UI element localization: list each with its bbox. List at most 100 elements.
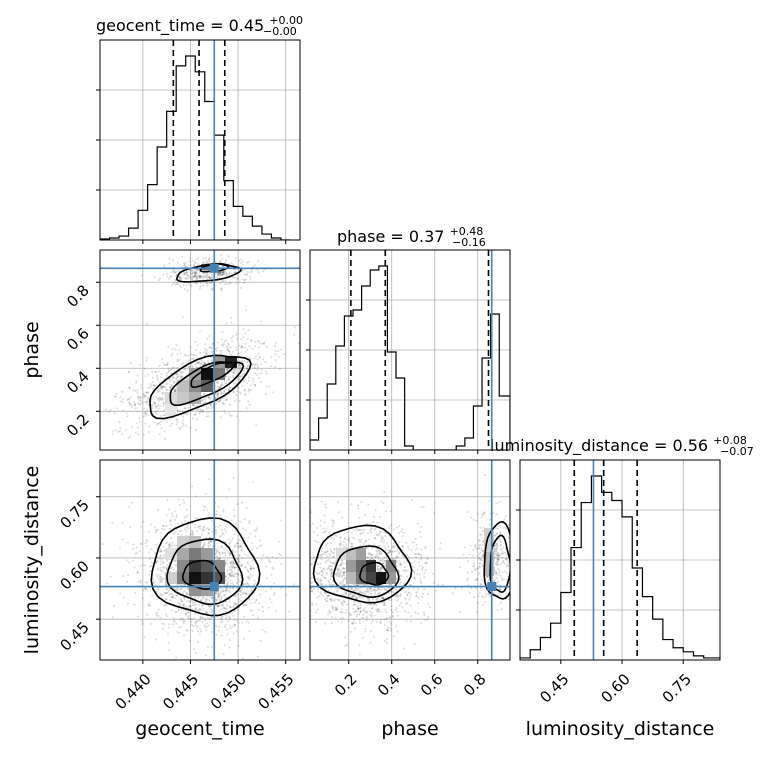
scatter-point [312, 556, 315, 559]
scatter-point [256, 655, 259, 658]
scatter-point [241, 563, 243, 566]
scatter-point [170, 384, 173, 386]
scatter-point [187, 611, 190, 614]
scatter-point [153, 421, 156, 424]
panel-frame [99, 249, 301, 451]
scatter-point [249, 357, 252, 360]
scatter-point [265, 372, 268, 375]
scatter-point [388, 551, 391, 554]
scatter-point [204, 343, 207, 346]
scatter-point [194, 341, 197, 343]
scatter-point [233, 533, 236, 535]
scatter-point [329, 569, 332, 572]
scatter-point [235, 566, 238, 569]
scatter-point [400, 575, 403, 578]
scatter-point [414, 548, 417, 551]
scatter-point [135, 381, 138, 384]
scatter-point [227, 347, 230, 350]
scatter-point [180, 277, 183, 280]
scatter-point [247, 376, 250, 379]
scatter-point [171, 596, 174, 599]
scatter-point [477, 547, 480, 550]
scatter-point [303, 601, 305, 603]
scatter-point [171, 269, 174, 272]
scatter-point [351, 622, 354, 625]
scatter-point [215, 615, 218, 618]
scatter-point [260, 363, 263, 366]
scatter-point [245, 592, 248, 595]
scatter-point [242, 583, 245, 586]
scatter-point [136, 571, 139, 574]
scatter-panel-geocent-time-vs-phase [96, 249, 301, 454]
scatter-point [224, 274, 227, 277]
scatter-point [150, 561, 153, 564]
scatter-point [146, 581, 149, 584]
scatter-point [136, 391, 139, 394]
scatter-point [165, 592, 168, 594]
scatter-point [176, 630, 179, 633]
scatter-point [330, 571, 333, 574]
scatter-point [335, 607, 338, 610]
scatter-point [164, 592, 167, 595]
scatter-point [239, 544, 242, 547]
scatter-point [195, 268, 198, 271]
scatter-point [217, 546, 220, 549]
scatter-point [156, 378, 159, 381]
scatter-point [175, 271, 178, 274]
scatter-point [304, 527, 306, 529]
scatter-point [270, 587, 273, 590]
scatter-point [454, 587, 457, 590]
scatter-point [246, 338, 249, 341]
scatter-point [172, 594, 174, 597]
scatter-point [112, 429, 115, 432]
truth-marker [209, 263, 219, 273]
scatter-point [158, 279, 160, 282]
scatter-point [208, 335, 211, 338]
scatter-point [420, 554, 423, 557]
scatter-point [385, 661, 387, 663]
scatter-point [161, 558, 164, 561]
scatter-point [203, 347, 206, 350]
scatter-point [335, 609, 338, 611]
scatter-point [174, 560, 177, 563]
scatter-point [193, 274, 196, 277]
scatter-point [161, 396, 164, 399]
scatter-point [246, 568, 249, 571]
scatter-point [233, 515, 236, 518]
scatter-point [324, 592, 327, 595]
scatter-point [383, 603, 386, 606]
scatter-point [353, 604, 355, 607]
scatter-point [251, 548, 254, 551]
scatter-point [228, 587, 231, 590]
scatter-point [194, 601, 197, 603]
scatter-point [119, 400, 122, 403]
truth-marker [209, 582, 219, 592]
scatter-point [240, 338, 243, 341]
scatter-point [354, 622, 357, 624]
scatter-point [225, 578, 228, 581]
scatter-point [343, 601, 346, 603]
scatter-point [340, 611, 343, 614]
scatter-point [207, 624, 210, 627]
scatter-point [205, 598, 208, 601]
scatter-point [221, 382, 224, 385]
scatter-point [351, 545, 353, 548]
scatter-point [194, 271, 197, 274]
scatter-point [147, 413, 150, 416]
scatter-point [354, 587, 357, 590]
scatter-point [227, 573, 229, 576]
scatter-point [122, 596, 125, 599]
scatter-point [207, 542, 210, 545]
scatter-point [203, 392, 205, 395]
scatter-point [391, 611, 394, 614]
scatter-point [390, 605, 393, 607]
scatter-point [188, 260, 191, 263]
scatter-point [364, 612, 367, 615]
scatter-point [365, 618, 368, 621]
scatter-point [164, 592, 166, 595]
scatter-point [145, 588, 148, 591]
scatter-point [135, 380, 138, 383]
scatter-point [185, 526, 188, 529]
scatter-point [173, 587, 176, 590]
scatter-point [320, 500, 323, 503]
